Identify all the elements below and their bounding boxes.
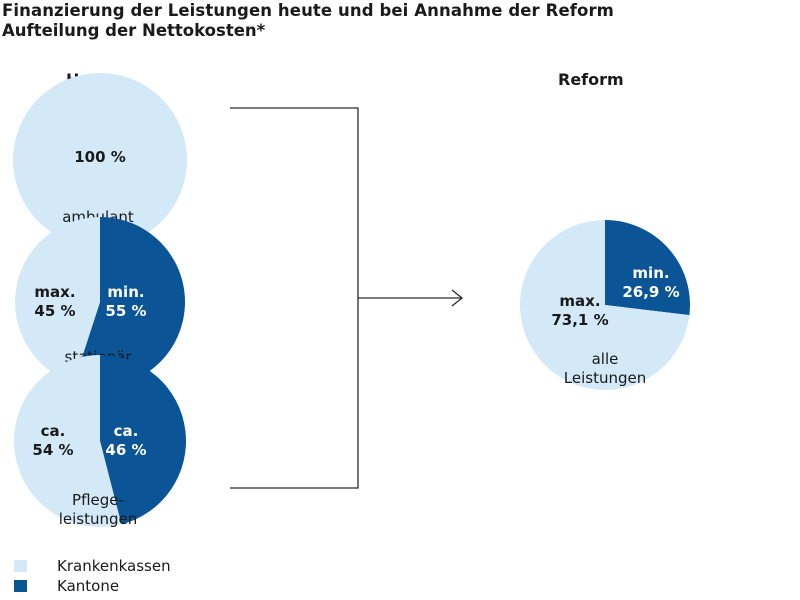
chart-title: Finanzierung der Leistungen heute und be… [2, 1, 614, 20]
legend: Krankenkassen Kantone [14, 556, 171, 596]
legend-swatch-krankenkassen [14, 560, 27, 572]
pie-4: min. 26,9 % max. 73,1 % alle Leistungen [520, 220, 690, 390]
category-label: alle Leistungen [564, 350, 646, 387]
pie-slice-krankenkassen [14, 355, 122, 527]
pie-slice-krankenkassen [13, 73, 187, 247]
arrow-head-icon [451, 289, 464, 307]
legend-label: Krankenkassen [57, 557, 171, 575]
slice-label: min. 26,9 % [622, 264, 679, 301]
chart-subtitle: Aufteilung der Nettokosten* [2, 21, 266, 40]
legend-item-krankenkassen: Krankenkassen [14, 556, 171, 576]
slice-label: 100 % [74, 148, 126, 166]
pie-slice-krankenkassen [15, 217, 100, 383]
pie-slice-krankenkassen [520, 220, 690, 390]
pie-3: ca. 46 % ca. 54 % Pflege-leistungen [14, 355, 187, 528]
pie-slice-kantone [605, 220, 690, 316]
pie-slice-kantone [100, 355, 187, 525]
slice-label: min. 55 % [105, 283, 146, 320]
bracket-line [230, 107, 359, 489]
group-heading-reform: Reform [558, 70, 624, 89]
pie-slice-kantone [73, 217, 186, 387]
slice-label: ca. 46 % [105, 422, 146, 459]
legend-label: Kantone [57, 577, 120, 595]
legend-swatch-kantone [14, 580, 27, 592]
slice-label: ca. 54 % [32, 422, 73, 459]
slice-label: max. 45 % [34, 283, 75, 320]
legend-item-kantone: Kantone [14, 576, 171, 596]
category-label: Pflege-leistungen [59, 491, 138, 528]
slice-label: max. 73,1 % [551, 292, 608, 329]
grouping-bracket [230, 107, 464, 489]
